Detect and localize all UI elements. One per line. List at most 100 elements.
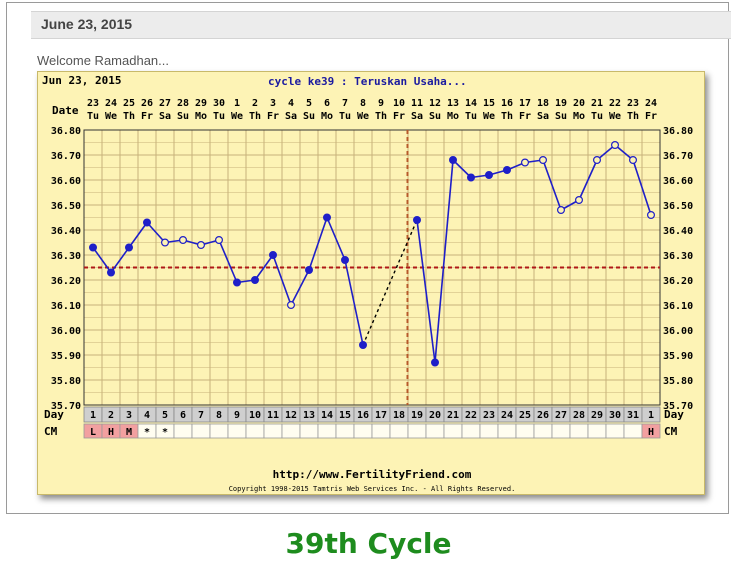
cm-cell xyxy=(605,423,625,439)
cycle-day-label: 28 xyxy=(573,410,585,421)
weekday-label: Su xyxy=(303,111,315,122)
post-welcome-text: Welcome Ramadhan... xyxy=(37,53,169,68)
cm-cell xyxy=(479,423,499,439)
date-label: 25 xyxy=(123,98,135,109)
date-label: 1 xyxy=(234,98,240,109)
temperature-point xyxy=(646,211,655,220)
date-label: 24 xyxy=(105,98,117,109)
date-label: 23 xyxy=(627,98,639,109)
date-label: 9 xyxy=(378,98,384,109)
temperature-point xyxy=(124,243,133,252)
date-label: 23 xyxy=(87,98,99,109)
cm-cell xyxy=(389,423,409,439)
date-label: 12 xyxy=(429,98,441,109)
cycle-day-label: 17 xyxy=(375,410,387,421)
temperature-point xyxy=(233,278,242,287)
weekday-label: Sa xyxy=(159,111,171,122)
weekday-label: Sa xyxy=(285,111,297,122)
y-tick-label-right: 36.80 xyxy=(663,126,693,137)
weekday-label: Mo xyxy=(195,111,207,122)
cycle-day-label: 8 xyxy=(216,410,222,421)
cm-value: H xyxy=(648,427,654,438)
cm-value: L xyxy=(90,427,96,438)
weekday-label: Th xyxy=(249,111,261,122)
y-tick-label-left: 36.70 xyxy=(51,151,81,162)
temperature-line xyxy=(254,254,274,281)
date-label: 28 xyxy=(177,98,189,109)
cm-cell xyxy=(443,423,463,439)
date-label: 20 xyxy=(573,98,585,109)
cycle-day-label: 12 xyxy=(285,410,297,421)
weekday-label: Fr xyxy=(267,111,279,122)
footer-copyright: Copyright 1998-2015 Tamtris Web Services… xyxy=(229,485,516,493)
cycle-day-label: 20 xyxy=(429,410,441,421)
cm-cell xyxy=(371,423,391,439)
weekday-label: Sa xyxy=(411,111,423,122)
cycle-day-label: 19 xyxy=(411,410,423,421)
temperature-line xyxy=(128,222,148,248)
temperature-line xyxy=(290,269,310,306)
weekday-label: Mo xyxy=(573,111,585,122)
y-tick-label-left: 35.90 xyxy=(51,351,81,362)
date-label: 16 xyxy=(501,98,513,109)
temperature-line xyxy=(452,159,472,179)
y-tick-label-left: 36.30 xyxy=(51,251,81,262)
weekday-label: Sa xyxy=(537,111,549,122)
date-label: 11 xyxy=(411,98,423,109)
cycle-day-label: 24 xyxy=(501,410,513,421)
chart-title: cycle ke39 : Teruskan Usaha... xyxy=(268,75,467,88)
cycle-day-label: 2 xyxy=(108,410,114,421)
weekday-label: Th xyxy=(501,111,513,122)
weekday-label: Fr xyxy=(141,111,153,122)
y-tick-label-right: 36.50 xyxy=(663,201,693,212)
post-frame: June 23, 2015 Welcome Ramadhan... Jun 23… xyxy=(6,2,731,514)
y-tick-label-right: 36.20 xyxy=(663,276,693,287)
cm-value: * xyxy=(144,427,150,438)
cm-row-label: CM xyxy=(44,425,58,438)
cycle-day-label: 22 xyxy=(465,410,477,421)
cm-value: H xyxy=(108,427,114,438)
temperature-point xyxy=(503,165,512,174)
temperature-line xyxy=(542,159,562,211)
date-label: 21 xyxy=(591,98,603,109)
y-tick-label-right: 35.70 xyxy=(663,401,693,412)
temperature-point xyxy=(592,155,601,164)
cycle-day-label: 10 xyxy=(249,410,261,421)
cm-cell xyxy=(281,423,301,439)
y-tick-label-left: 36.20 xyxy=(51,276,81,287)
y-tick-label-right: 35.90 xyxy=(663,351,693,362)
cycle-day-label: 1 xyxy=(648,410,654,421)
cycle-day-label: 21 xyxy=(447,410,459,421)
temperature-point xyxy=(449,155,458,164)
weekday-label: Fr xyxy=(645,111,657,122)
date-label: 10 xyxy=(393,98,405,109)
temperature-point xyxy=(142,218,151,227)
cm-cell xyxy=(569,423,589,439)
cycle-day-label: 13 xyxy=(303,410,315,421)
cycle-day-label: 27 xyxy=(555,410,567,421)
temperature-line xyxy=(218,239,238,283)
cm-cell xyxy=(497,423,517,439)
y-tick-label-left: 35.80 xyxy=(51,376,81,387)
date-label: 18 xyxy=(537,98,549,109)
cm-cell xyxy=(515,423,535,439)
weekday-label: Su xyxy=(429,111,441,122)
weekday-label: We xyxy=(609,111,621,122)
cycle-day-label: 5 xyxy=(162,410,168,421)
temperature-point xyxy=(574,195,583,204)
date-label: 17 xyxy=(519,98,531,109)
weekday-label: Tu xyxy=(213,111,225,122)
temperature-line xyxy=(110,247,130,273)
y-tick-label-left: 36.80 xyxy=(51,126,81,137)
y-tick-label-left: 36.60 xyxy=(51,176,81,187)
y-tick-label-left: 36.40 xyxy=(51,226,81,237)
weekday-label: Su xyxy=(555,111,567,122)
cm-row-label-right: CM xyxy=(664,425,678,438)
weekday-label: Th xyxy=(627,111,639,122)
cycle-day-label: 18 xyxy=(393,410,405,421)
date-label: 15 xyxy=(483,98,495,109)
weekday-label: Tu xyxy=(87,111,99,122)
cm-cell xyxy=(299,423,319,439)
temperature-point xyxy=(539,155,548,164)
y-tick-label-left: 36.50 xyxy=(51,201,81,212)
